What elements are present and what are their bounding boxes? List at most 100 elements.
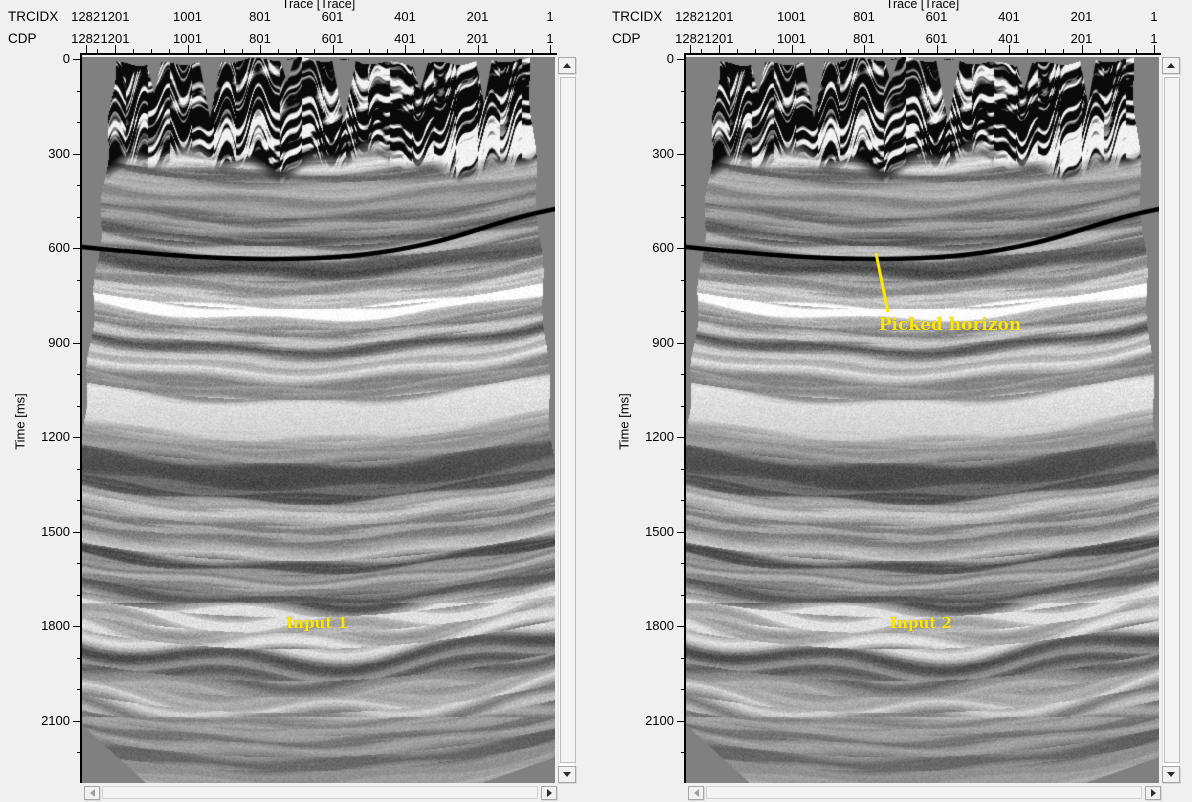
time-minor-tick [681,594,685,596]
vertical-scrollbar[interactable] [558,57,576,783]
trace-tick-label: 201 [466,31,489,46]
vertical-scroll-thumb[interactable] [560,77,576,763]
trace-minor-tick [495,49,497,54]
input-annotation: Input 1 [286,614,348,632]
scroll-down-button[interactable] [558,766,576,783]
trace-major-tick [1081,45,1083,54]
horizontal-scrollbar[interactable] [686,786,1180,801]
trace-minor-tick [386,49,388,54]
time-major-tick [677,720,685,722]
trace-minor-tick [441,49,443,54]
trace-tick-label: 201 [466,9,489,24]
trace-tick-label: 1 [1150,9,1158,24]
input-annotation: Input 2 [890,614,952,632]
trace-major-tick [1009,45,1010,54]
time-major-tick [677,59,685,60]
horizontal-scroll-thumb[interactable] [706,786,1142,799]
time-tick-label: 1200 [645,429,674,444]
time-axis-line [80,53,82,783]
scroll-right-button[interactable] [1145,786,1161,800]
trace-major-tick [477,45,479,54]
trace-minor-tick [133,49,135,54]
scroll-left-button[interactable] [84,786,100,800]
time-minor-tick [681,405,685,407]
up-arrow-icon [1167,63,1175,68]
time-minor-tick [77,374,81,375]
time-tick-label: 600 [48,240,70,255]
time-major-tick [677,248,685,249]
trace-tick-label: 801 [853,9,875,24]
trace-major-tick [332,45,334,54]
seismic-panel-1: Trace [Trace] TRCIDX CDP 1282 1201 1001 801… [0,0,588,802]
trace-tick-label: 401 [394,9,416,24]
trace-minor-tick [513,49,515,54]
horizontal-scroll-thumb[interactable] [102,786,538,799]
time-minor-tick [77,500,81,501]
seismic-panel-2: Trace [Trace] TRCIDX CDP 1282 1201 1001 801… [604,0,1192,802]
time-minor-tick [77,563,81,564]
trace-minor-tick [314,49,316,54]
time-tick-label: 0 [666,51,674,66]
scroll-left-button[interactable] [688,786,704,800]
time-major-tick [73,437,81,438]
trace-minor-tick [773,49,775,54]
trace-major-tick [1154,45,1155,54]
scroll-right-button[interactable] [541,786,557,800]
time-minor-tick [681,216,685,218]
trace-major-tick [719,45,720,54]
trace-tick-label: 1282 [71,9,101,24]
trace-minor-tick [900,49,902,54]
left-arrow-icon [89,789,95,797]
trace-minor-tick [700,49,702,54]
seismic-view[interactable]: Picked horizon Input 2 [686,57,1159,783]
cdp-row-label: CDP [8,31,37,46]
trace-tick-label: 201 [1070,9,1093,24]
seismic-view[interactable]: Input 1 [82,57,555,783]
horizontal-scrollbar[interactable] [82,786,576,801]
trace-minor-tick [169,49,171,54]
time-minor-tick [77,468,81,470]
trace-tick-label: 1282 [675,9,705,24]
scroll-up-button[interactable] [1162,57,1180,74]
trace-minor-tick [755,49,757,54]
right-arrow-icon [1150,789,1156,797]
trace-minor-tick [531,49,533,54]
scroll-down-button[interactable] [1162,766,1180,783]
time-minor-tick [681,374,685,375]
time-axis-line [684,53,686,783]
time-minor-tick [681,90,685,92]
trace-minor-tick [1099,49,1101,54]
trace-minor-tick [423,49,425,54]
trace-major-tick [864,45,865,54]
time-tick-label: 900 [48,334,70,350]
trace-minor-tick [1135,49,1137,54]
trace-minor-tick [241,49,243,54]
trace-minor-tick [1117,49,1119,54]
trace-minor-tick [918,49,920,54]
trace-minor-tick [151,49,153,54]
vertical-scrollbar[interactable] [1162,57,1180,783]
time-minor-tick [77,405,81,407]
trace-tick-label: 401 [394,31,416,46]
picked-horizon-label: Picked horizon [878,315,1022,335]
time-minor-tick [681,563,685,564]
time-minor-tick [681,279,685,281]
trace-minor-tick [96,49,98,54]
time-major-tick [677,153,685,155]
time-major-tick [677,626,685,627]
trace-major-tick [187,45,189,54]
down-arrow-icon [563,772,571,777]
trace-minor-tick [296,49,298,54]
vertical-scroll-thumb[interactable] [1164,77,1180,763]
time-major-tick [677,342,685,344]
seismic-section-canvas[interactable] [82,57,555,783]
time-minor-tick [77,122,81,123]
up-arrow-icon [563,63,571,68]
trace-major-tick [260,45,261,54]
trace-minor-tick [278,49,280,54]
scroll-up-button[interactable] [558,57,576,74]
trace-tick-label: 1001 [777,31,806,46]
time-tick-label: 1800 [645,618,674,633]
seismic-section-canvas[interactable] [686,57,1159,783]
